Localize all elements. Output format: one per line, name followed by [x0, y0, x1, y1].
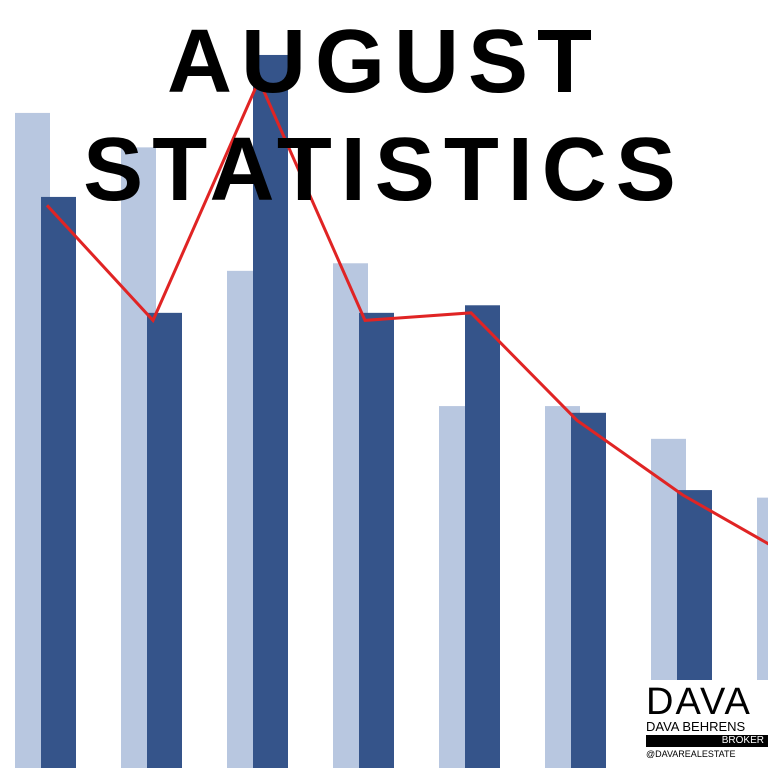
brand-role: BROKER: [646, 735, 768, 747]
logo: DAVA DAVA BEHRENS BROKER @DAVAREALESTATE: [640, 680, 768, 768]
bar: [359, 312, 394, 768]
brand-agent: DAVA BEHRENS: [646, 719, 746, 734]
bar: [465, 305, 500, 768]
bar: [571, 412, 606, 768]
brand-name: DAVA: [646, 681, 752, 723]
trend-line: [45, 76, 768, 546]
bar: [757, 497, 768, 768]
brand-handle: @DAVAREALESTATE: [646, 749, 736, 759]
chart-title: AUGUST STATISTICS: [83, 12, 685, 220]
bar: [147, 312, 182, 768]
bar: [41, 196, 76, 768]
bar: [253, 54, 288, 768]
